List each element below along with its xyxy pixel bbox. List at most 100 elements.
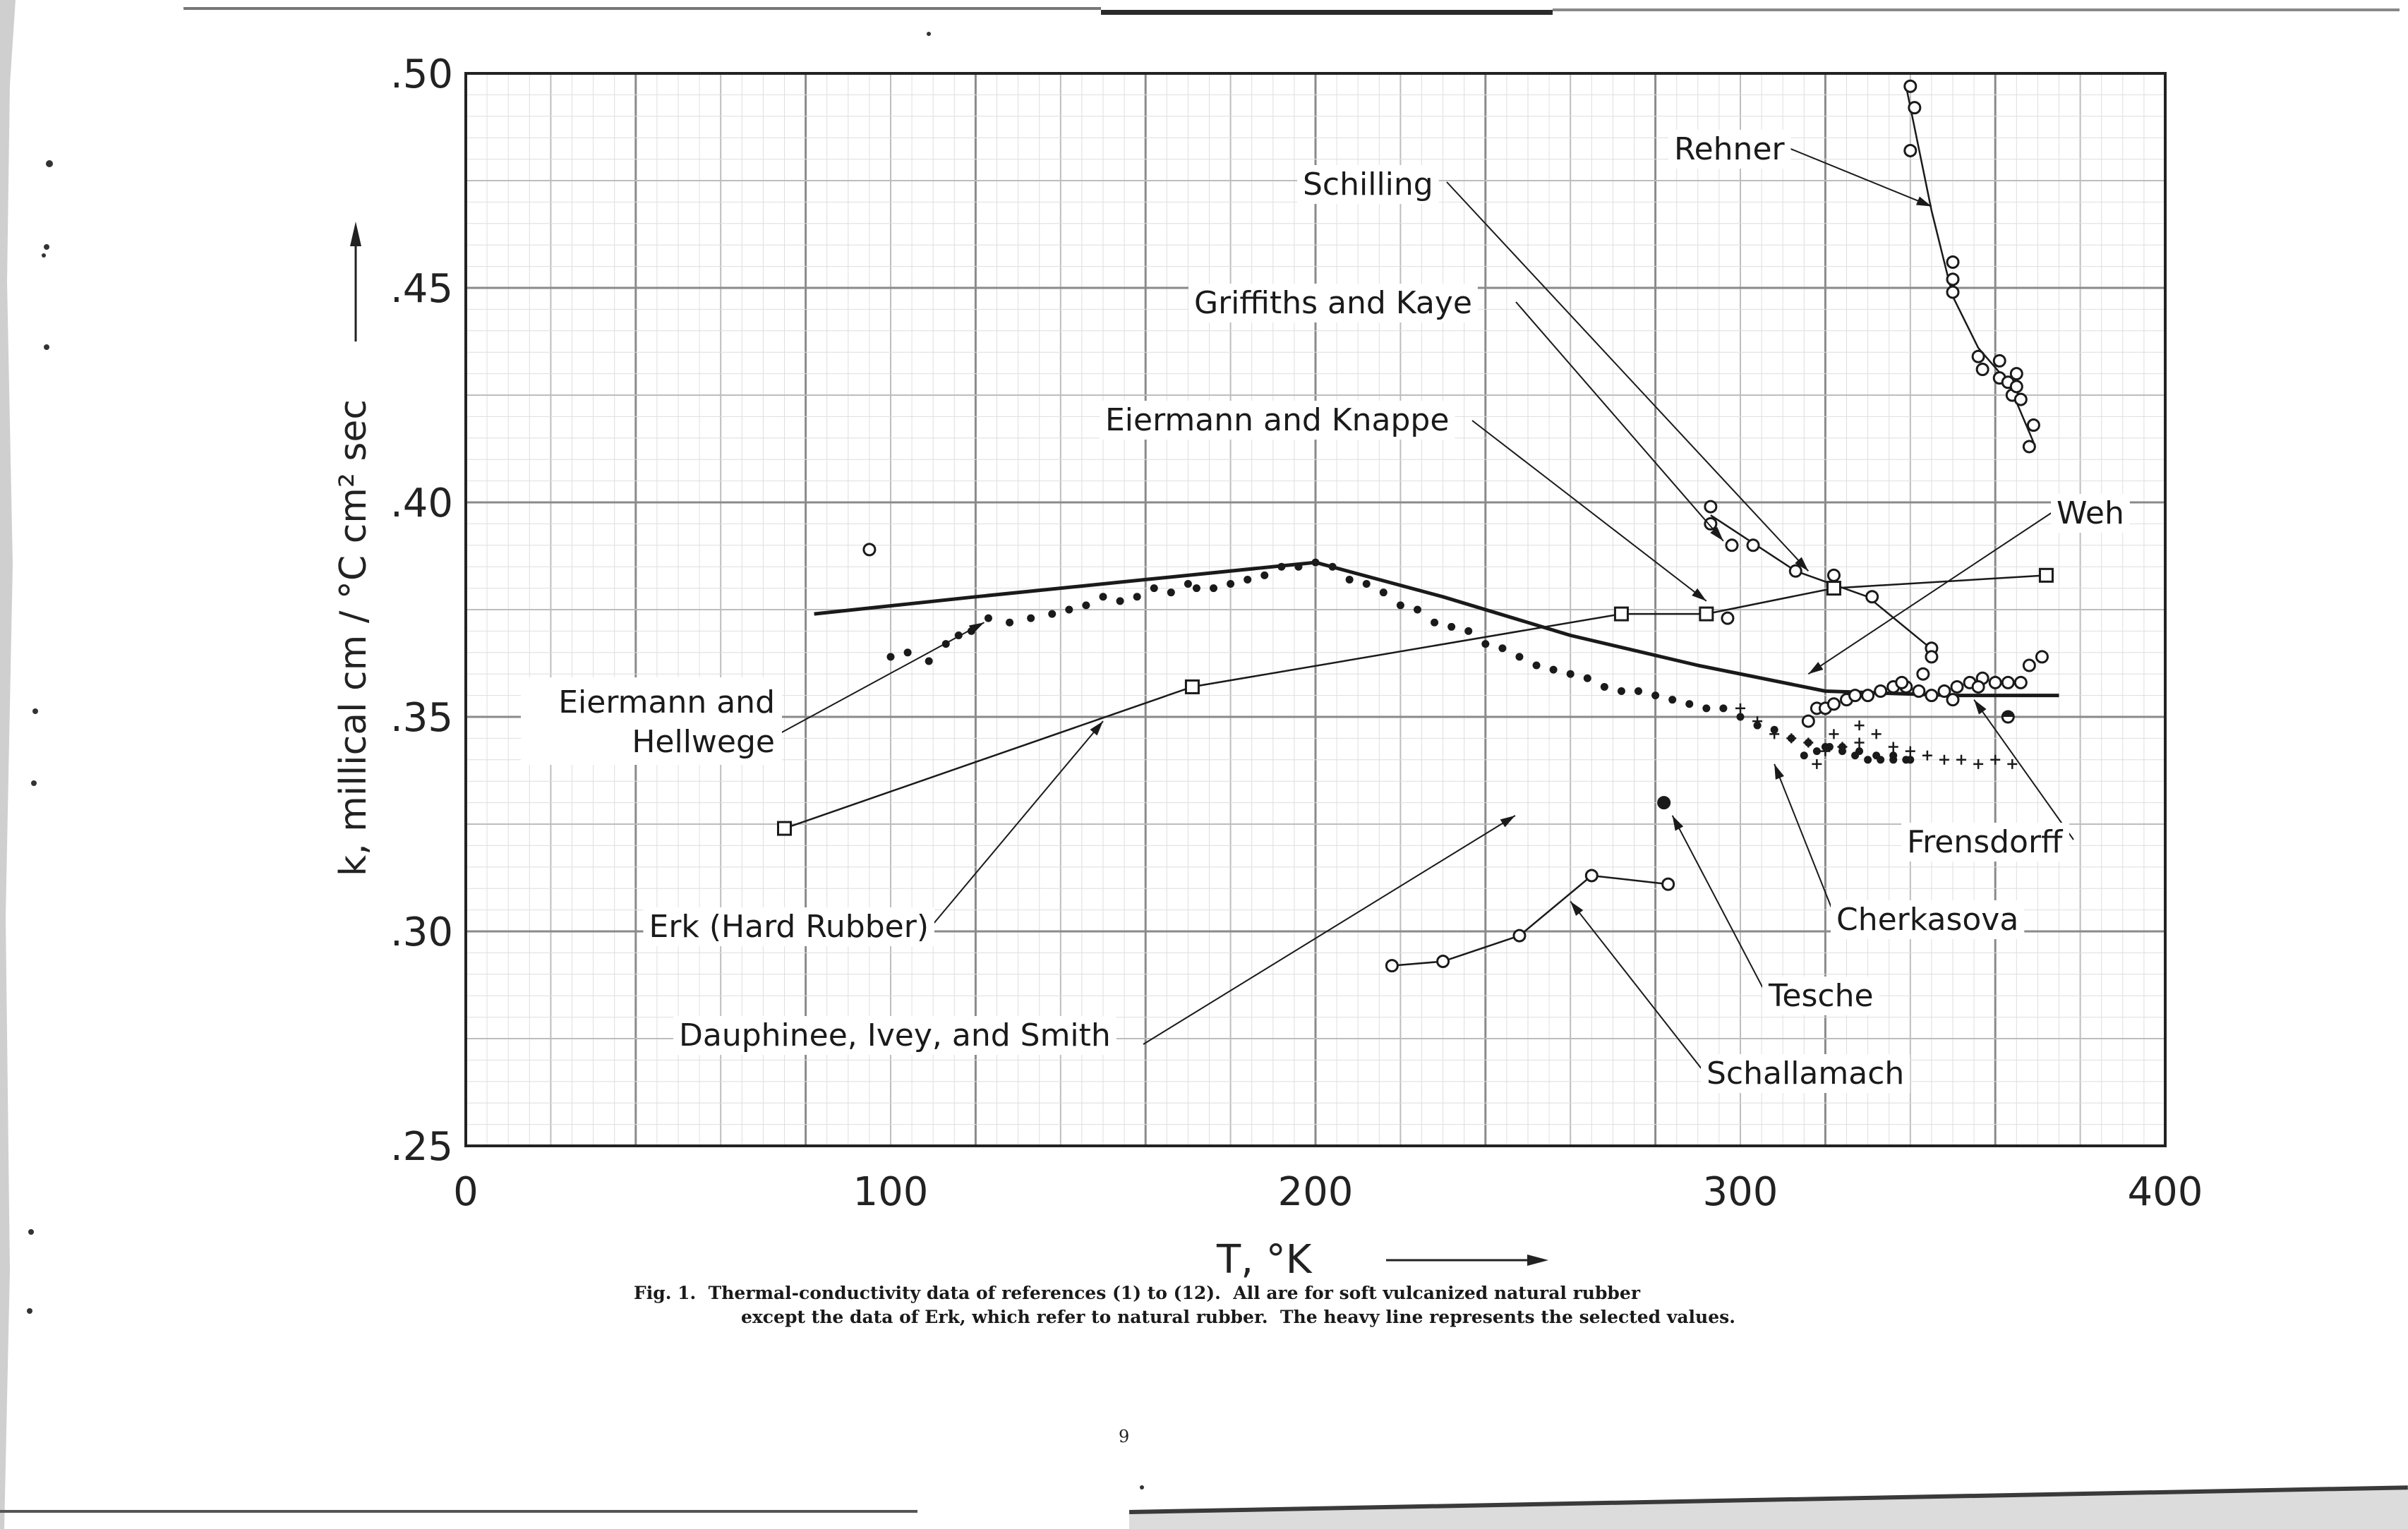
eiermann-and-hellwege-point	[1532, 661, 1541, 670]
erk-hard-rubber-point	[2038, 567, 2054, 583]
y-tick-label: .40	[390, 481, 453, 526]
dauphinee-ivey-and-smith-point	[1973, 759, 1984, 769]
eiermann-and-hellwege-point	[1048, 610, 1056, 618]
eiermann-and-knappe-leader	[1471, 420, 1707, 602]
eiermann-and-hellwege-point	[1294, 562, 1303, 571]
weh-point	[2001, 675, 2015, 689]
x-tick-label: 100	[853, 1169, 929, 1215]
y-tick-label: .45	[390, 266, 453, 312]
cherkasova-point	[1864, 756, 1872, 764]
dauphinee-ivey-and-smith-point	[1854, 720, 1865, 731]
dauphinee-ivey-and-smith-arrowhead	[1500, 815, 1515, 828]
eiermann-and-hellwege-point	[1583, 674, 1591, 682]
rehner-point	[1992, 353, 2006, 368]
frensdorff-label-bg	[1901, 823, 2070, 862]
griffiths-and-kaye-point	[1925, 650, 1939, 664]
cherkasova-point	[1838, 747, 1846, 756]
eiermann-and-hellwege-point	[1362, 580, 1371, 588]
cherkasova-point	[1889, 756, 1898, 764]
weh-point	[1912, 684, 1926, 699]
eiermann-and-hellwege-point	[925, 657, 933, 665]
rehner-label-bg	[1668, 130, 1791, 169]
eiermann-and-hellwege-point	[1464, 627, 1473, 635]
dauphinee-ivey-and-smith-point	[1812, 759, 1822, 769]
frensdorff-leader	[1973, 699, 2074, 840]
selected-values-line	[814, 560, 2059, 698]
eiermann-and-hellwege-point	[1481, 640, 1490, 648]
schallamach-point	[1385, 959, 1399, 973]
weh-point	[2035, 650, 2049, 664]
weh-point	[1895, 675, 1909, 689]
erk-hard-rubber-label-bg	[643, 907, 934, 946]
dauphinee-ivey-and-smith-point	[1990, 754, 2001, 765]
griffiths-and-kaye-point	[1704, 500, 1718, 514]
eiermann-and-hellwege-point	[1566, 670, 1575, 678]
rehner-point	[1908, 101, 1922, 115]
erk-hard-rubber-point	[1184, 679, 1200, 694]
eiermann-and-hellwege-point	[1431, 618, 1439, 627]
eiermann-and-hellwege-point	[1600, 682, 1608, 691]
eiermann-and-hellwege-point	[1515, 653, 1524, 661]
dauphinee-ivey-and-smith-label: Dauphinee, Ivey, and Smith	[679, 1017, 1111, 1053]
weh-point	[1950, 679, 1964, 694]
tesche-label: Tesche	[1768, 978, 1874, 1014]
cherkasova-arrowhead	[1774, 763, 1784, 780]
schallamach-point	[1512, 929, 1527, 943]
schallamach-point	[1584, 869, 1599, 883]
dauphinee-ivey-and-smith-leader	[1143, 814, 1516, 1045]
plot-border	[464, 72, 2167, 1147]
frensdorff-point-fill	[2002, 711, 2014, 717]
axis-tick-labels: 0 100 200 300 400 .25 .30 .35 .40 .45 .50	[390, 52, 2203, 1215]
eiermann-and-hellwege-point	[1227, 580, 1235, 588]
rehner-point	[2009, 380, 2023, 394]
y-tick-label: .30	[390, 909, 453, 955]
schilling-point	[862, 543, 877, 557]
eiermann-and-hellwege-point	[1498, 644, 1507, 653]
weh-point	[1848, 689, 1862, 703]
griffiths-and-kaye-point	[1746, 538, 1760, 552]
eiermann-and-knappe-label-bg	[1100, 401, 1455, 440]
plot-frame	[464, 72, 2167, 1147]
eiermann-and-hellwege-point	[1184, 580, 1192, 588]
schallamach-point	[1661, 877, 1675, 891]
tesche-point	[1657, 796, 1671, 810]
dauphinee-ivey-and-smith-point	[1786, 733, 1797, 744]
schilling-label-bg	[1297, 165, 1439, 204]
dauphinee-ivey-and-smith-point	[1922, 750, 1932, 761]
schilling-label: Schilling	[1303, 167, 1433, 203]
eiermann-and-hellwege-point	[1617, 687, 1625, 696]
weh-point	[1988, 675, 2002, 689]
weh-point	[1826, 697, 1841, 711]
series-lines	[784, 85, 2047, 967]
eiermann-and-hellwege-point	[1719, 704, 1728, 713]
weh-label-bg	[2051, 494, 2130, 533]
eiermann-and-hellwege-leader	[778, 622, 985, 735]
weh-point	[1916, 667, 1930, 681]
cherkasova-point	[1812, 747, 1821, 756]
selected-values-heavy-line-line	[814, 560, 2059, 698]
frensdorff-label: Frensdorff	[1907, 824, 2064, 860]
tesche-label-bg	[1762, 977, 1879, 1015]
cherkasova-label: Cherkasova	[1836, 902, 2018, 938]
y-tick-label: .35	[390, 695, 453, 741]
erk-hard-rubber-point	[1699, 606, 1714, 622]
rehner-point	[1946, 272, 1960, 286]
cherkasova-point	[1902, 756, 1910, 764]
erk-hard-rubber-label: Erk (Hard Rubber)	[649, 909, 929, 945]
eiermann-and-hellwege-point	[1150, 584, 1158, 593]
eiermann-and-hellwege-point	[1328, 562, 1337, 571]
cherkasova-point	[1800, 751, 1808, 760]
eiermann-and-hellwege-point	[1702, 704, 1711, 713]
cherkasova-label-bg	[1831, 900, 2025, 939]
rehner-point	[2022, 440, 2036, 454]
eiermann-and-hellwege-point	[1379, 588, 1387, 597]
eiermann-and-hellwege-point	[1668, 696, 1677, 704]
eiermann-and-hellwege-point	[1167, 588, 1175, 597]
eiermann-and-hellwege-point	[1244, 575, 1252, 584]
rehner-point	[1946, 285, 1960, 299]
eiermann-and-hellwege-point	[1549, 665, 1558, 674]
x-tick-label: 400	[2128, 1169, 2203, 1215]
figure-caption-line-1: Fig. 1. Thermal-conductivity data of ref…	[634, 1283, 1640, 1303]
eiermann-and-hellwege-point	[984, 614, 992, 622]
eiermann-and-hellwege-label-line-2: Hellwege	[632, 724, 775, 760]
